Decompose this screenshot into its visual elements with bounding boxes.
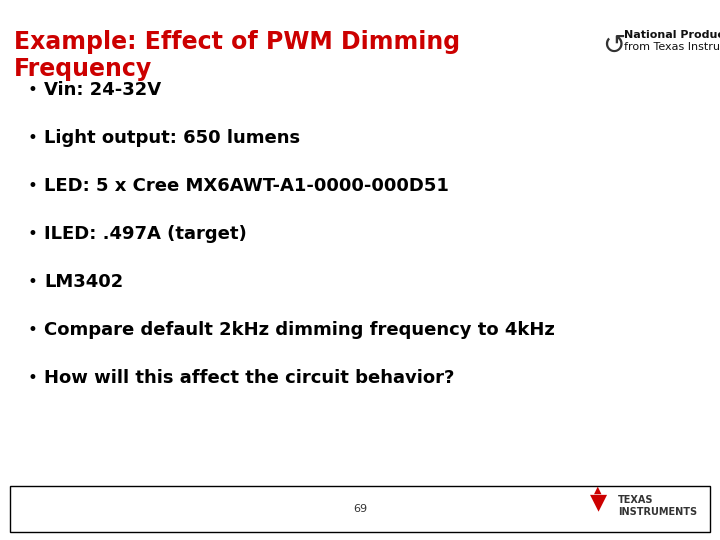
- Text: LED: 5 x Cree MX6AWT-A1-0000-000D51: LED: 5 x Cree MX6AWT-A1-0000-000D51: [44, 177, 449, 195]
- Text: •: •: [28, 177, 38, 195]
- Text: Compare default 2kHz dimming frequency to 4kHz: Compare default 2kHz dimming frequency t…: [44, 321, 555, 339]
- Text: ↺: ↺: [602, 32, 625, 60]
- Text: INSTRUMENTS: INSTRUMENTS: [618, 507, 697, 517]
- Text: from Texas Instruments: from Texas Instruments: [624, 42, 720, 52]
- Text: Vin: 24-32V: Vin: 24-32V: [44, 81, 161, 99]
- Text: Light output: 650 lumens: Light output: 650 lumens: [44, 129, 300, 147]
- Text: •: •: [28, 129, 38, 147]
- Text: •: •: [28, 369, 38, 387]
- Text: ▼: ▼: [590, 492, 606, 512]
- Text: ▲: ▲: [594, 485, 602, 495]
- Text: •: •: [28, 81, 38, 99]
- Bar: [10, 486, 710, 532]
- Text: Example: Effect of PWM Dimming: Example: Effect of PWM Dimming: [14, 30, 460, 54]
- Text: ILED: .497A (target): ILED: .497A (target): [44, 225, 247, 243]
- Text: TEXAS: TEXAS: [618, 495, 654, 505]
- Text: •: •: [28, 321, 38, 339]
- Text: •: •: [28, 273, 38, 291]
- Text: How will this affect the circuit behavior?: How will this affect the circuit behavio…: [44, 369, 454, 387]
- Text: LM3402: LM3402: [44, 273, 123, 291]
- Text: Frequency: Frequency: [14, 57, 152, 81]
- Text: •: •: [28, 225, 38, 243]
- Text: National Products: National Products: [624, 30, 720, 40]
- Text: 69: 69: [353, 504, 367, 514]
